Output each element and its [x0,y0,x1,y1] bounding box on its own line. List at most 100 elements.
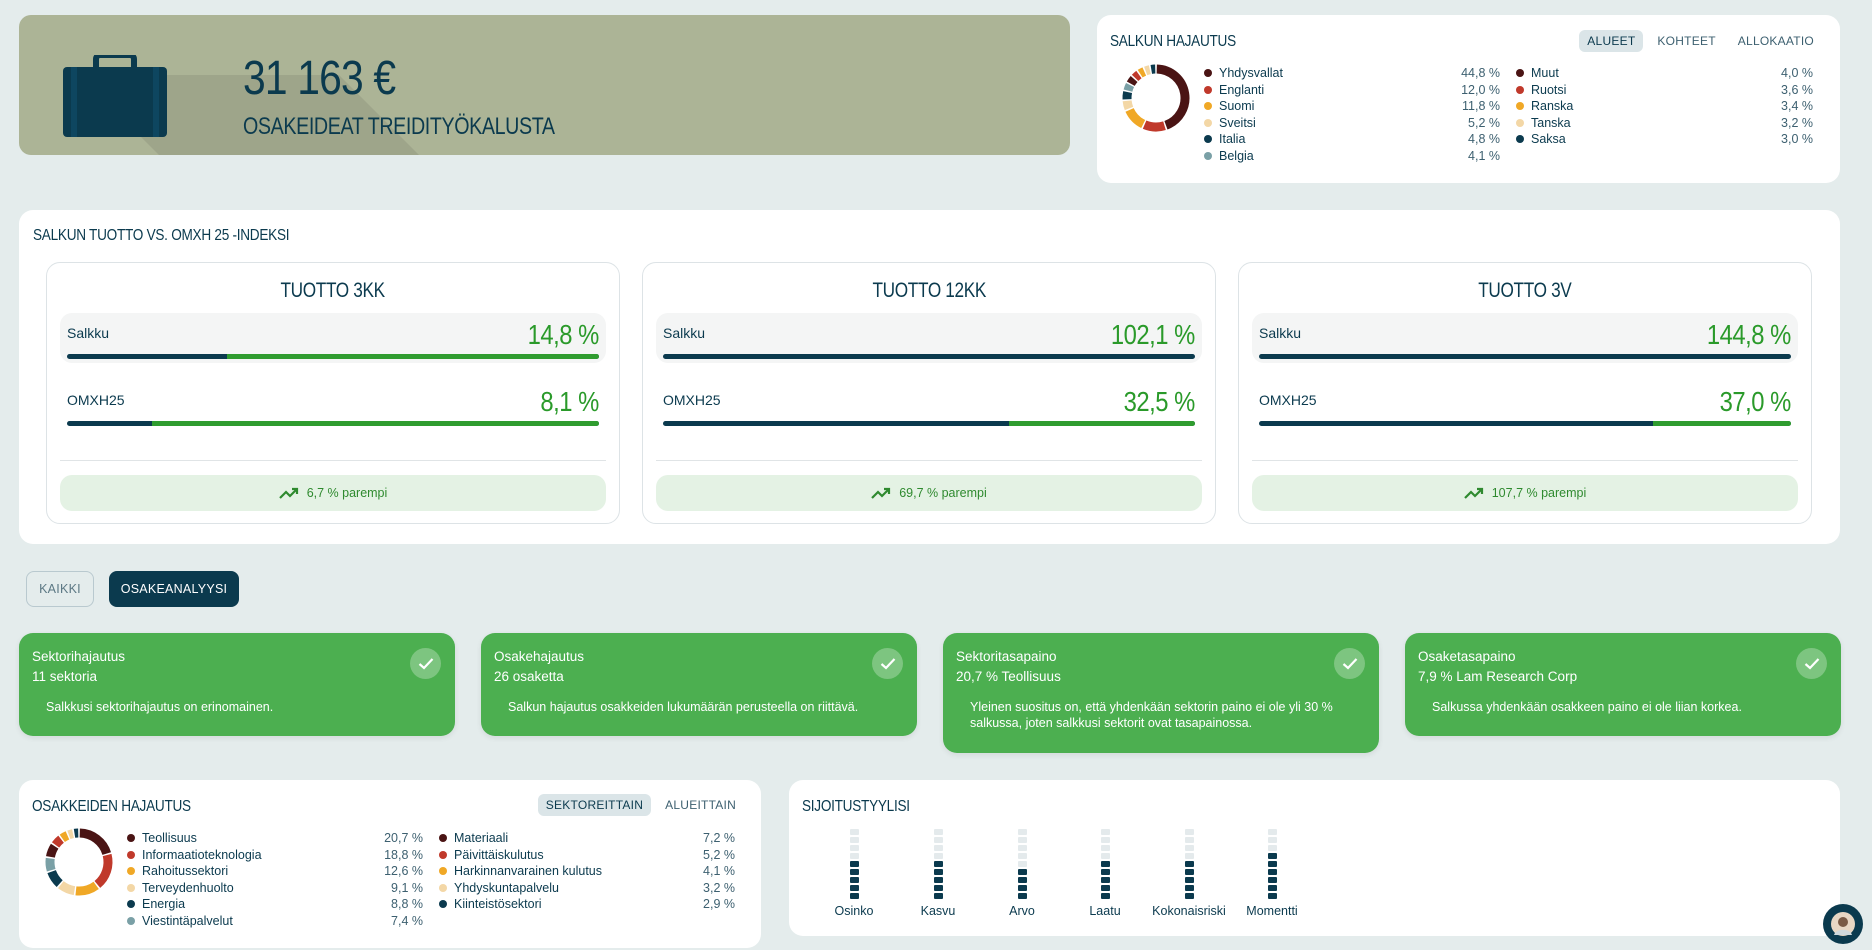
allocation-title: SALKUN HAJAUTUS [1110,33,1236,50]
sector-donut [45,828,113,896]
legend-dot [439,834,447,843]
legend-dot [1516,135,1524,144]
legend-dot [1516,118,1524,127]
analysis-title: Sektorihajautus [32,649,126,664]
style-label: Osinko [834,904,874,918]
legend-dot [127,900,135,909]
return-box-3v: TUOTTO 3V Salkku 144,8 % OMXH25 37,0 % 107,7 … [1238,262,1812,524]
filter-analysis-button[interactable]: OSAKEANALYYSI [109,571,239,607]
meter-segment [1017,829,1027,835]
investment-style-card: SIJOITUSTYYLISI [789,780,1840,936]
style-meter-bar [1184,829,1194,899]
meter-segment [933,861,943,867]
style-meter: Osinko [809,829,899,918]
meter-segment [1184,869,1194,875]
legend-value: 4,0 % [1781,66,1813,81]
legend-name: Ruotsi [1531,82,1567,97]
meter-segment [933,837,943,843]
check-icon [1334,648,1365,679]
sector-donut-segment [45,857,56,872]
divider [1252,460,1798,461]
sector-donut-segment [51,835,64,848]
analysis-description: Salkkusi sektorihajautus on erinomainen. [46,700,274,714]
style-meter-bar [933,829,943,899]
legend-name: Materiaali [454,831,509,846]
return-box-12kk: TUOTTO 12KK Salkku 102,1 % OMXH25 32,5 % 69,7… [642,262,1216,524]
meter-segment [1017,885,1027,891]
legend-value: 18,8 % [384,847,423,862]
stocks-title: OSAKKEIDEN HAJAUTUS [32,798,191,815]
analysis-title: Osaketasapaino [1418,649,1516,664]
meter-segment [1184,861,1194,867]
legend-value: 5,2 % [703,847,735,862]
analysis-value: 26 osaketta [494,669,564,684]
allocation-legend-item: Sveitsi 5,2 % [1204,115,1500,132]
legend-value: 3,6 % [1781,82,1813,97]
legend-value: 12,6 % [384,864,423,879]
portfolio-return-row: Salkku 102,1 % [656,313,1202,363]
avatar-icon [1831,912,1855,936]
allocation-donut-segment [1144,65,1151,76]
tab-alueet[interactable]: ALUEET [1579,30,1644,52]
style-label: Momentti [1246,904,1298,918]
legend-value: 9,1 % [391,880,423,895]
sector-legend-item: Terveydenhuolto 9,1 % [127,880,423,897]
tab-kohteet[interactable]: KOHTEET [1657,34,1716,48]
chat-avatar-button[interactable] [1823,904,1863,944]
analysis-title: Osakehajautus [494,649,585,664]
legend-name: Päivittäiskulutus [454,847,544,862]
legend-dot [127,834,135,843]
legend-dot [439,900,447,909]
style-meter-bar [849,829,859,899]
meter-segment [933,845,943,851]
meter-segment [933,877,943,883]
portfolio-return-bar-fill [226,354,599,359]
meter-segment [1267,837,1277,843]
meter-segment [849,893,859,899]
sector-legend-item: Materiaali 7,2 % [439,830,735,847]
tab-alueittain[interactable]: ALUEITTAIN [665,798,736,812]
meter-segment [1184,885,1194,891]
portfolio-label: Salkku [1259,325,1302,341]
allocation-donut-segment [1122,91,1133,100]
meter-segment [1100,885,1110,891]
legend-dot [1516,69,1524,78]
legend-value: 8,8 % [391,897,423,912]
style-label: Arvo [1009,904,1035,918]
analysis-description: Salkussa yhdenkään osakkeen paino ei ole… [1432,700,1742,714]
sector-legend-item: Viestintäpalvelut 7,4 % [127,913,423,930]
allocation-donut-segment [1142,120,1166,132]
meter-segment [1017,869,1027,875]
legend-dot [1516,85,1524,94]
portfolio-return-value: 14,8 % [527,319,600,350]
meter-segment [1184,837,1194,843]
sector-legend-item: Teollisuus 20,7 % [127,830,423,847]
legend-dot [127,867,135,876]
allocation-legend-item: Saksa 3,0 % [1516,131,1813,148]
meter-segment [1184,877,1194,883]
legend-value: 4,8 % [1468,132,1500,147]
tab-sektoreittain[interactable]: SEKTOREITTAIN [537,794,652,816]
outperformance-text: 107,7 % parempi [1491,486,1587,500]
allocation-legend-item: Yhdysvallat 44,8 % [1204,65,1500,82]
legend-value: 12,0 % [1461,82,1500,97]
tab-allokaatio[interactable]: ALLOKAATIO [1737,34,1814,48]
analysis-description: Yleinen suositus on, että yhdenkään sekt… [970,700,1333,730]
legend-value: 20,7 % [384,831,423,846]
meter-segment [1267,853,1277,859]
legend-value: 3,2 % [1781,115,1813,130]
analysis-card-stock-balance: Osaketasapaino 7,9 % Lam Research Corp Sal… [1405,633,1841,736]
legend-dot [439,850,447,859]
meter-segment [933,829,943,835]
filter-all-button[interactable]: KAIKKI [26,571,94,607]
meter-segment [1267,845,1277,851]
sector-donut-segment [79,828,112,856]
meter-segment [1184,893,1194,899]
legend-name: Sveitsi [1219,115,1256,130]
outperformance-badge: 107,7 % parempi [1252,475,1798,511]
meter-segment [1100,893,1110,899]
index-return-row: OMXH25 32,5 % [656,380,1202,430]
legend-name: Ranska [1531,99,1574,114]
legend-dot [127,916,135,925]
allocation-card: SALKUN HAJAUTUS ALUEET KOHTEET ALLOKAATI… [1097,15,1840,183]
